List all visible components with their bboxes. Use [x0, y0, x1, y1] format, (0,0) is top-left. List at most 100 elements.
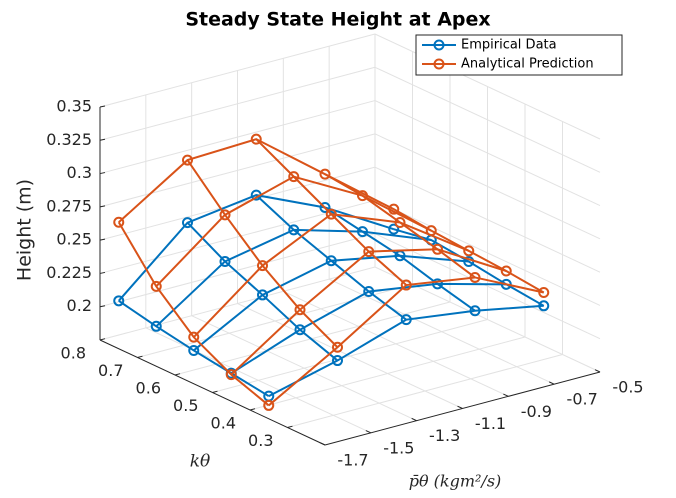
y-tick-label: 0.4	[211, 414, 236, 433]
data-point	[113, 216, 125, 228]
data-point	[182, 154, 193, 166]
grid-line	[137, 284, 413, 358]
data-point	[357, 190, 368, 202]
grid-line	[212, 319, 488, 393]
y-tick	[137, 355, 143, 358]
z-tick-label: 0.3	[67, 163, 92, 182]
grid-line	[99, 100, 376, 175]
grid-line	[99, 266, 376, 341]
y-tick-label: 0.3	[248, 431, 273, 450]
data-point	[182, 217, 193, 229]
grid-line	[99, 133, 376, 208]
data-point	[363, 246, 375, 258]
series-line	[255, 194, 407, 321]
z-tick-label: 0.35	[56, 97, 92, 116]
legend-marker	[433, 58, 445, 70]
data-point	[500, 265, 512, 277]
x-tick	[365, 430, 372, 434]
data-point	[425, 225, 437, 237]
data-point	[288, 171, 300, 183]
x-tick	[457, 405, 463, 409]
z-tick-label: 0.2	[67, 296, 92, 315]
x-tick-label: -1.7	[337, 451, 368, 470]
legend-box	[415, 34, 623, 76]
z-tick-label: 0.275	[46, 196, 92, 215]
legend-label: Empirical Data	[461, 38, 557, 53]
series-line	[118, 138, 395, 224]
x-tick	[594, 369, 601, 373]
data-point	[150, 320, 162, 332]
data-point	[257, 260, 268, 272]
data-point	[463, 245, 475, 257]
z-tick	[99, 271, 106, 274]
legend-label: Analytical Prediction	[461, 57, 594, 72]
z-tick	[99, 238, 106, 241]
x-tick-label: -0.5	[612, 378, 643, 397]
x-tick-label: -1.1	[475, 414, 506, 433]
data-point	[432, 278, 443, 290]
series-line	[324, 206, 476, 312]
data-point	[263, 399, 275, 411]
x-axis-label: p̄θ (kgm²/s)	[409, 472, 502, 491]
data-point	[150, 280, 162, 292]
y-tick	[249, 408, 256, 411]
data-point	[388, 223, 400, 235]
x-tick	[548, 381, 555, 385]
data-point	[432, 243, 443, 255]
data-point	[257, 289, 268, 301]
x-tick-label: -1.5	[383, 438, 414, 457]
grid-line	[249, 336, 526, 411]
z-tick-label: 0.325	[46, 130, 92, 149]
y-tick-label: 0.8	[61, 344, 86, 363]
x-tick-label: -0.9	[521, 402, 552, 421]
series-line	[324, 173, 476, 279]
z-tick-label: 0.25	[56, 230, 92, 249]
data-point	[400, 279, 412, 291]
z-tick	[99, 305, 106, 308]
data-point	[394, 216, 406, 228]
series-line	[186, 221, 339, 362]
y-tick	[99, 338, 106, 341]
data-point	[388, 203, 400, 215]
data-point	[219, 209, 231, 221]
legend-marker	[433, 39, 445, 51]
z-tick	[99, 205, 106, 208]
y-tick-label: 0.5	[173, 396, 198, 415]
data-point	[469, 305, 481, 317]
data-point	[294, 324, 306, 336]
data-point	[325, 255, 337, 267]
data-point	[319, 168, 331, 180]
data-point	[294, 304, 306, 316]
chart-title: Steady State Height at Apex	[185, 9, 490, 31]
data-point	[113, 295, 125, 307]
grid-line	[99, 233, 376, 308]
z-tick	[99, 138, 106, 141]
series-line	[186, 159, 339, 348]
grid-line	[374, 33, 601, 140]
data-point	[250, 133, 262, 145]
grid-line	[374, 100, 601, 207]
y-axis-label: kθ	[190, 452, 211, 472]
data-point	[319, 201, 331, 213]
data-point	[188, 344, 200, 356]
x-tick	[319, 442, 326, 446]
series-line	[117, 221, 270, 407]
data-point	[363, 286, 375, 298]
grid-line	[374, 199, 601, 306]
y-tick	[287, 425, 293, 428]
x-tick	[411, 417, 417, 422]
data-point	[225, 369, 237, 381]
grid-line	[287, 354, 563, 428]
x-tick	[503, 393, 509, 397]
x-tick-label: -0.7	[567, 390, 598, 409]
grid-line	[374, 66, 601, 173]
data-point	[469, 271, 481, 283]
data-point	[332, 355, 343, 367]
y-tick	[212, 390, 218, 393]
data-point	[357, 226, 368, 238]
series-line	[117, 194, 395, 302]
grid-line	[374, 133, 601, 240]
y-tick-label: 0.7	[98, 361, 123, 380]
grid-line	[374, 233, 601, 340]
